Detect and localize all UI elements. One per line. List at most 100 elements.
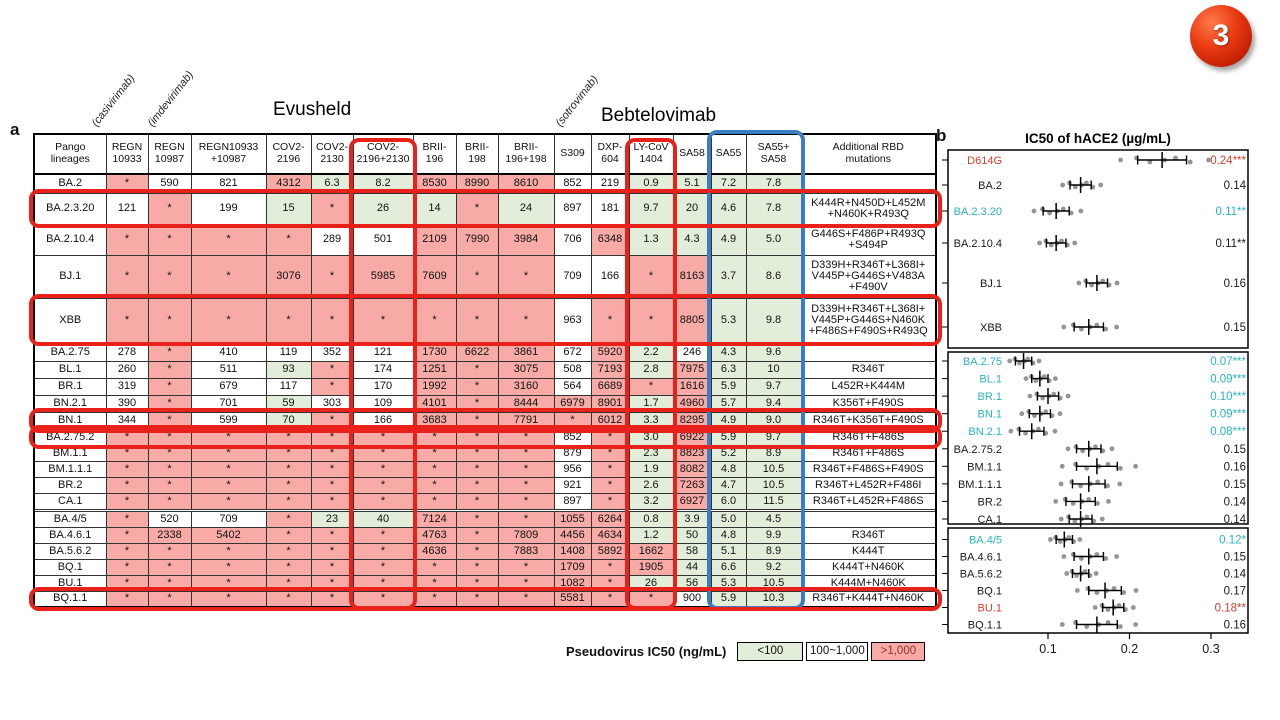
ic50-cell: 260 — [105, 360, 149, 379]
ic50-cell: * — [147, 492, 192, 510]
ic50-cell: 199 — [190, 192, 267, 225]
ic50-cell: * — [628, 590, 674, 608]
ic50-cell: 3861 — [497, 343, 555, 362]
data-dot — [1058, 516, 1064, 522]
lineage-label: BA.2.75.2 — [33, 428, 107, 446]
data-dot — [1084, 465, 1090, 471]
chart-row-value: 0.11** — [1216, 206, 1247, 218]
chart-row-label: BA.2.10.4 — [954, 238, 1002, 250]
ic50-cell: * — [265, 223, 312, 256]
table-row-BR.1: BR.1 319 * 679 117 * 170 1992 * 3160 564 6689 * 1616 5… — [33, 377, 937, 396]
ic50-cell: 7124 — [412, 510, 457, 528]
ic50-cell: * — [310, 444, 354, 462]
chart-row-label: BN.2.1 — [968, 426, 1002, 438]
ic50-cell: * — [352, 492, 414, 510]
ic50-cell: * — [590, 297, 630, 343]
data-dot — [1078, 483, 1083, 489]
chart-row-value: 0.09*** — [1210, 374, 1246, 386]
ic50-cell: * — [455, 526, 499, 544]
ic50-cell: 1408 — [553, 542, 592, 560]
ic50-cell: * — [310, 254, 354, 299]
chart-row-label: BM.1.1.1 — [958, 479, 1002, 491]
ic50-cell: 706 — [553, 223, 592, 256]
ic50-cell: * — [412, 492, 457, 510]
ic50-cell: * — [352, 558, 414, 576]
ic50-cell: 289 — [310, 223, 354, 256]
ic50-cell: * — [147, 223, 192, 256]
data-dot — [1093, 571, 1099, 576]
mutations-cell: R346T+F486S — [800, 444, 937, 462]
table-row-BA.4/5: BA.4/5 * 520 709 * 23 40 7124 * * 1055 6264 0.8 3.9 5.… — [33, 510, 937, 528]
ic50-cell: * — [352, 428, 414, 446]
ic50-cell: * — [105, 492, 149, 510]
chart-row-value: 0.24*** — [1210, 155, 1246, 167]
ic50-cell: * — [412, 590, 457, 608]
legend-item-red: >1,000 — [871, 642, 926, 661]
ic50-cell: 4.7 — [710, 476, 747, 494]
ic50-cell: 6.6 — [710, 558, 747, 576]
table-row-XBB: XBB * * * * * * * * * 963 * * 8805 5.3 9.8 D339H+R346T+L… — [33, 297, 937, 343]
data-dot — [1066, 535, 1072, 540]
ic50-cell: 709 — [190, 510, 267, 528]
column-header: BRII- 198 — [455, 133, 499, 175]
ic50-cell: 3160 — [497, 377, 555, 396]
ic50-cell: * — [310, 428, 354, 446]
ic50-cell: * — [497, 510, 555, 528]
mutations-cell — [800, 343, 937, 362]
ic50-cell: * — [147, 590, 192, 608]
ic50-cell: * — [105, 173, 149, 194]
chart-row-label: BA.2.3.20 — [954, 206, 1002, 218]
ic50-cell: * — [455, 254, 499, 299]
mutations-cell: R346T — [800, 526, 937, 544]
ic50-cell: * — [265, 542, 312, 560]
mutations-cell: K356T+F490S — [800, 394, 937, 413]
ic50-cell: * — [310, 460, 354, 478]
ic50-cell: 410 — [190, 343, 267, 362]
ic50-cell: 6922 — [672, 428, 712, 446]
data-dot — [1052, 428, 1058, 434]
ic50-cell: 40 — [352, 510, 414, 528]
data-dot — [1059, 622, 1065, 627]
data-dot — [1037, 240, 1042, 246]
lineage-label: BR.1 — [33, 377, 107, 396]
data-dot — [1072, 240, 1078, 246]
ic50-cell: 5.0 — [710, 510, 747, 528]
lineage-label: BA.4.6.1 — [33, 526, 107, 544]
ic50-cell: 5892 — [590, 542, 630, 560]
ic50-cell: 7.8 — [745, 192, 802, 225]
data-dot — [1118, 157, 1123, 163]
ic50-cell: * — [190, 590, 267, 608]
chart-row-value: 0.11** — [1216, 238, 1247, 250]
chart-row-label: BQ.1.1 — [968, 620, 1002, 632]
ic50-cell: * — [352, 542, 414, 560]
ic50-cell: 4636 — [412, 542, 457, 560]
ic50-cell: * — [497, 476, 555, 494]
data-dot — [1114, 324, 1120, 330]
data-dot — [1060, 182, 1065, 188]
data-dot — [1064, 571, 1070, 576]
ic50-cell: * — [412, 297, 457, 343]
data-dot — [1103, 556, 1109, 561]
table-row-BQ.1.1: BQ.1.1 * * * * * * * * * 5581 * * 900 5.9 10.3 R346T+K44… — [33, 590, 937, 608]
chart-row-value: 0.17 — [1224, 586, 1246, 598]
ic50-cell: * — [310, 542, 354, 560]
lineage-label: BM.1.1.1 — [33, 460, 107, 478]
ic50-cell: * — [147, 476, 192, 494]
ic50-cell: * — [455, 492, 499, 510]
ic50-cell: * — [105, 460, 149, 478]
ic50-cell: 24 — [497, 192, 555, 225]
ic50-cell: 8.6 — [745, 254, 802, 299]
data-dot — [1116, 603, 1122, 608]
panel-b-label: b — [936, 126, 947, 145]
ic50-cell: 1082 — [553, 574, 592, 592]
chart-row-value: 0.12* — [1219, 535, 1246, 547]
data-dot — [1173, 155, 1178, 161]
data-dot — [1074, 588, 1080, 593]
ic50-cell: 4.3 — [710, 343, 747, 362]
ic50-cell: 7791 — [497, 411, 555, 430]
data-dot — [1070, 501, 1076, 506]
ic50-cell: 10.5 — [745, 476, 802, 494]
legend-title: Pseudovirus IC50 (ng/mL) — [566, 644, 727, 659]
ic50-cell: 5.9 — [710, 428, 747, 446]
data-dot — [1033, 378, 1039, 383]
